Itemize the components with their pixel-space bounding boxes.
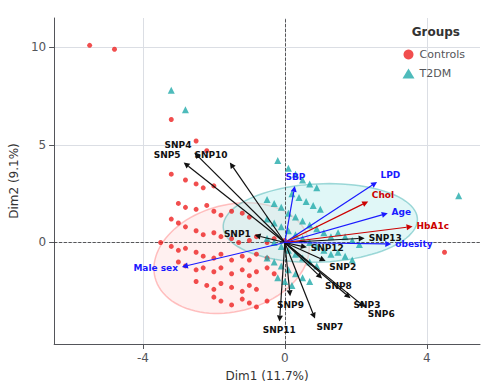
svg-text:Groups: Groups — [412, 25, 460, 39]
svg-text:0: 0 — [39, 235, 47, 249]
svg-text:Dim1 (11.7%): Dim1 (11.7%) — [225, 369, 308, 383]
svg-text:5: 5 — [39, 138, 47, 152]
svg-text:Controls: Controls — [420, 48, 466, 61]
svg-text:SNP3: SNP3 — [353, 300, 381, 311]
svg-text:SBP: SBP — [285, 172, 305, 182]
svg-text:LPD: LPD — [380, 170, 400, 180]
svg-text:SNP1: SNP1 — [224, 229, 251, 239]
svg-text:0: 0 — [281, 351, 289, 365]
svg-text:HbA1c: HbA1c — [417, 221, 450, 231]
svg-text:Chol: Chol — [372, 190, 394, 200]
svg-text:SNP4: SNP4 — [165, 140, 192, 150]
svg-text:4: 4 — [423, 351, 431, 365]
svg-text:SNP6: SNP6 — [368, 309, 395, 319]
svg-text:SNP12: SNP12 — [311, 243, 344, 253]
svg-text:SNP13: SNP13 — [368, 233, 402, 243]
svg-text:SNP5: SNP5 — [154, 150, 181, 160]
svg-text:SNP9: SNP9 — [277, 299, 304, 310]
svg-text:T2DM: T2DM — [419, 67, 452, 80]
svg-text:SNP7: SNP7 — [316, 322, 343, 332]
svg-text:SNP10: SNP10 — [194, 150, 227, 160]
svg-text:Age: Age — [392, 207, 412, 217]
svg-text:Dim2 (9.1%): Dim2 (9.1%) — [7, 143, 21, 219]
svg-text:SNP11: SNP11 — [263, 325, 296, 335]
svg-text:10: 10 — [31, 40, 46, 54]
svg-text:Male sex: Male sex — [133, 263, 178, 273]
svg-text:obesity: obesity — [395, 239, 432, 249]
svg-text:SNP8: SNP8 — [325, 281, 352, 291]
svg-text:SNP2: SNP2 — [329, 262, 356, 272]
svg-text:-4: -4 — [137, 351, 149, 365]
